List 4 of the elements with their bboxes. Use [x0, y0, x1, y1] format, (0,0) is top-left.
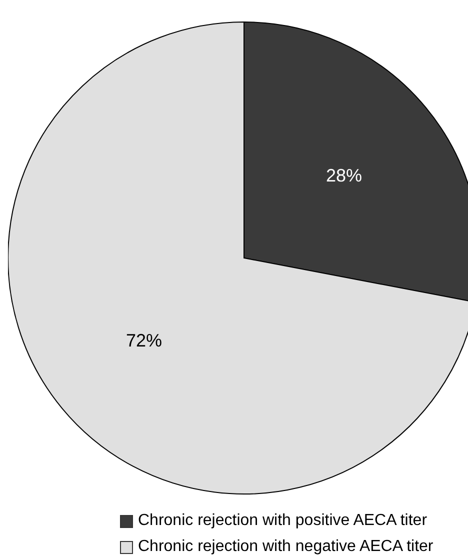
data-label: 28% — [326, 165, 362, 186]
legend-label: Chronic rejection with positive AECA titer — [138, 511, 428, 531]
data-label: 72% — [126, 330, 162, 351]
slice-label: Chronic rejection with negative AECA titer — [138, 537, 434, 557]
